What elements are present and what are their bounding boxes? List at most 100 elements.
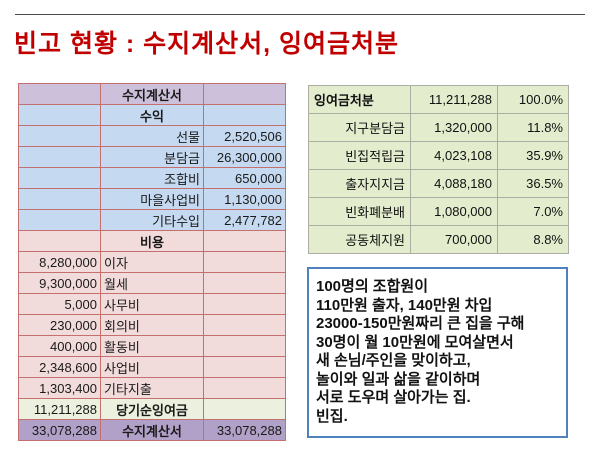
net-income-value: 11,211,288 [18,398,101,420]
income-label: 선물 [100,125,204,147]
surplus-percent: 8.8% [497,225,569,254]
empty-cell [18,230,101,252]
note-line: 새 손님/주인을 맞이하고, [316,352,471,369]
total-label: 수지계산서 [100,419,204,441]
total-value-right: 33,078,288 [203,419,286,441]
empty-cell [18,83,101,105]
expense-row: 9,300,000 월세 [18,272,286,294]
expense-section-row: 비용 [18,230,286,252]
slide-title: 빈고 현황 : 수지계산서, 잉여금처분 [14,30,400,58]
empty-cell [18,209,101,231]
total-row: 33,078,288 수지계산서 33,078,288 [18,419,286,441]
expense-row: 400,000 활동비 [18,335,286,357]
empty-cell [203,293,286,315]
surplus-value: 700,000 [410,225,498,254]
income-row: 조합비 650,000 [18,167,286,189]
income-statement-table: 수지계산서 수익 선물 2,520,506 분담금 26,300,000 조합비 [18,83,286,441]
empty-cell [203,335,286,357]
empty-cell [18,188,101,210]
empty-cell [203,398,286,420]
surplus-percent: 7.0% [497,197,569,226]
empty-cell [203,377,286,399]
surplus-label: 공동체지원 [308,225,411,254]
surplus-row: 지구분담금 1,320,000 11.8% [308,113,569,142]
note-line: 100명의 조합원이 [316,278,428,295]
empty-cell [203,251,286,273]
income-section-row: 수익 [18,104,286,126]
surplus-distribution-table: 잉여금처분 11,211,288 100.0% 지구분담금 1,320,000 … [308,85,569,254]
expense-label: 사업비 [100,356,204,378]
total-value-left: 33,078,288 [18,419,101,441]
expense-value: 400,000 [18,335,101,357]
note-line: 23000-150만원짜리 큰 집을 구해 [316,315,525,332]
surplus-label: 빈집적립금 [308,141,411,170]
income-label: 마을사업비 [100,188,204,210]
empty-cell [203,83,286,105]
income-label: 기타수입 [100,209,204,231]
title-rule [15,14,585,15]
note-box: 100명의 조합원이 110만원 출자, 140만원 차입 23000-150만… [307,267,568,438]
expense-row: 2,348,600 사업비 [18,356,286,378]
income-section-cell: 수익 [100,104,204,126]
surplus-row: 공동체지원 700,000 8.8% [308,225,569,254]
expense-row: 1,303,400 기타지출 [18,377,286,399]
income-label: 조합비 [100,167,204,189]
expense-row: 5,000 사무비 [18,293,286,315]
surplus-label: 출자지지금 [308,169,411,198]
expense-value: 2,348,600 [18,356,101,378]
surplus-row: 빈집적립금 4,023,108 35.9% [308,141,569,170]
income-value: 1,130,000 [203,188,286,210]
ledger-title-cell: 수지계산서 [100,83,204,105]
expense-row: 8,280,000 이자 [18,251,286,273]
surplus-label: 빈화폐분배 [308,197,411,226]
expense-label: 활동비 [100,335,204,357]
expense-value: 9,300,000 [18,272,101,294]
expense-value: 5,000 [18,293,101,315]
surplus-value: 1,080,000 [410,197,498,226]
expense-section-cell: 비용 [100,230,204,252]
empty-cell [18,125,101,147]
income-row: 선물 2,520,506 [18,125,286,147]
expense-value: 1,303,400 [18,377,101,399]
surplus-percent: 35.9% [497,141,569,170]
note-line: 빈집. [316,407,348,425]
surplus-header-label: 잉여금처분 [308,85,411,114]
surplus-value: 1,320,000 [410,113,498,142]
surplus-percent: 100.0% [497,85,569,114]
empty-cell [203,272,286,294]
note-line: 놀이와 일과 삶을 같이하며 [316,370,481,388]
net-income-label: 당기순잉여금 [100,398,204,420]
note-line: 30명이 월 10만원에 모여살면서 [316,333,514,351]
empty-cell [18,146,101,168]
income-value: 26,300,000 [203,146,286,168]
income-value: 2,477,782 [203,209,286,231]
surplus-percent: 36.5% [497,169,569,198]
empty-cell [18,167,101,189]
empty-cell [18,104,101,126]
income-value: 650,000 [203,167,286,189]
surplus-label: 지구분담금 [308,113,411,142]
expense-label: 사무비 [100,293,204,315]
income-row: 분담금 26,300,000 [18,146,286,168]
income-row: 기타수입 2,477,782 [18,209,286,231]
ledger-title-row: 수지계산서 [18,83,286,105]
empty-cell [203,230,286,252]
empty-cell [203,314,286,336]
surplus-header-row: 잉여금처분 11,211,288 100.0% [308,85,569,114]
note-line: 110만원 출자, 140만원 차입 [316,296,493,314]
income-label: 분담금 [100,146,204,168]
empty-cell [203,104,286,126]
expense-row: 230,000 회의비 [18,314,286,336]
expense-value: 230,000 [18,314,101,336]
income-value: 2,520,506 [203,125,286,147]
surplus-value: 4,088,180 [410,169,498,198]
expense-label: 회의비 [100,314,204,336]
surplus-row: 출자지지금 4,088,180 36.5% [308,169,569,198]
income-row: 마을사업비 1,130,000 [18,188,286,210]
note-line: 서로 도우며 살아가는 집. [316,389,471,406]
empty-cell [203,356,286,378]
surplus-value: 4,023,108 [410,141,498,170]
net-income-row: 11,211,288 당기순잉여금 [18,398,286,420]
expense-label: 이자 [100,251,204,273]
